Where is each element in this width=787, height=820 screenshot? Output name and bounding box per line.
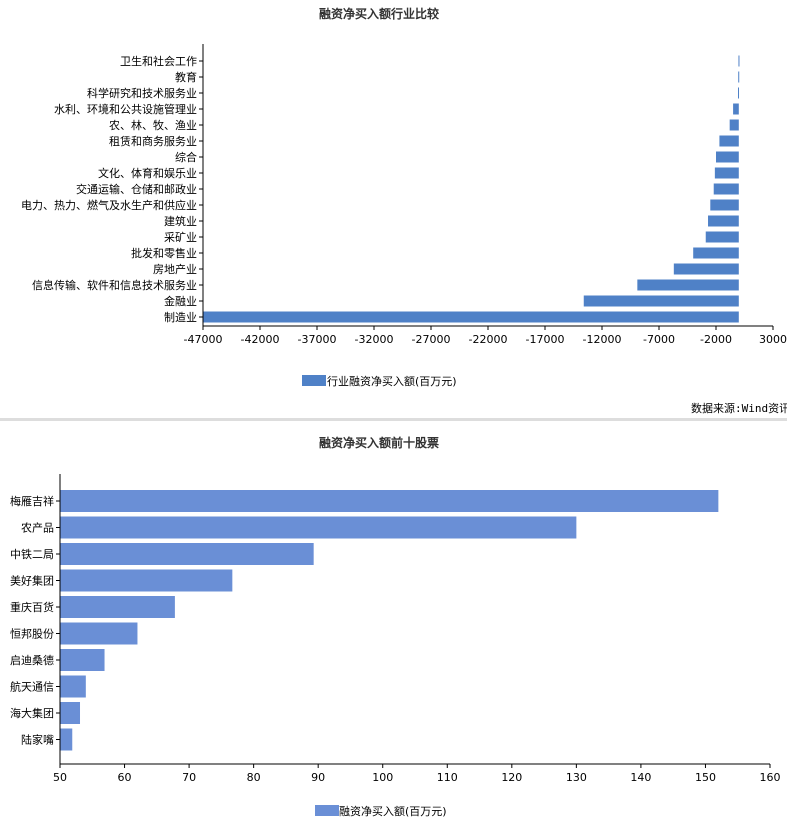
x-tick-label: -42000 <box>241 333 280 346</box>
category-label: 中铁二局 <box>10 548 54 561</box>
category-label: 建筑业 <box>164 214 197 228</box>
bar <box>60 728 73 751</box>
category-label: 农、林、牧、渔业 <box>109 118 197 132</box>
x-tick-label: 70 <box>182 771 196 784</box>
category-label: 启迪桑德 <box>10 653 54 667</box>
category-label: 航天通信 <box>10 680 54 694</box>
category-label: 梅雁吉祥 <box>10 494 54 508</box>
category-label: 重庆百货 <box>10 600 54 614</box>
category-label: 综合 <box>175 150 197 164</box>
category-label: 金融业 <box>164 294 197 308</box>
x-tick-label: 140 <box>630 771 651 784</box>
bar <box>738 87 740 99</box>
x-tick-label: -32000 <box>355 333 394 346</box>
category-label: 房地产业 <box>153 262 197 276</box>
bar <box>60 702 81 724</box>
x-tick-label: 60 <box>118 771 132 784</box>
category-label: 电力、热力、燃气及水生产和供应业 <box>21 198 197 212</box>
bar <box>714 167 739 179</box>
x-tick-label: -7000 <box>643 333 675 346</box>
bar <box>673 263 739 275</box>
category-label: 水利、环境和公共设施管理业 <box>54 102 197 116</box>
chart-title: 融资净买入额行业比较 <box>319 6 439 21</box>
x-tick-label: -22000 <box>469 333 508 346</box>
legend: 行业融资净买入额(百万元) <box>302 374 457 388</box>
x-tick-label: 160 <box>760 771 781 784</box>
category-label: 租赁和商务服务业 <box>109 134 197 148</box>
bar <box>60 516 577 539</box>
bar <box>60 675 86 698</box>
bar <box>716 151 739 163</box>
bar <box>60 649 105 671</box>
category-label: 制造业 <box>164 310 197 324</box>
industry-chart: 融资净买入额行业比较 卫生和社会工作教育科学研究和技术服务业水利、环境和公共设施… <box>21 6 787 415</box>
category-label: 卫生和社会工作 <box>120 54 197 68</box>
category-label: 陆家嘴 <box>21 733 54 747</box>
x-tick-label: 90 <box>311 771 325 784</box>
bar <box>705 231 739 243</box>
bar <box>738 55 740 67</box>
x-tick-label: 130 <box>566 771 587 784</box>
category-label: 科学研究和技术服务业 <box>87 86 197 100</box>
bar <box>60 622 138 645</box>
bar <box>729 119 739 131</box>
bar <box>710 199 739 211</box>
x-tick-label: 120 <box>501 771 522 784</box>
bar <box>733 103 739 115</box>
x-tick-label: 110 <box>437 771 458 784</box>
top-stocks-chart: 融资净买入额前十股票 梅雁吉祥农产品中铁二局美好集团重庆百货恒邦股份启迪桑德航天… <box>10 435 781 818</box>
bar <box>60 490 719 512</box>
section-divider <box>0 418 787 421</box>
x-tick-label: -27000 <box>412 333 451 346</box>
category-label: 教育 <box>175 70 197 84</box>
bar <box>60 569 233 592</box>
category-label: 恒邦股份 <box>10 628 54 641</box>
bar <box>719 135 739 147</box>
category-label: 海大集团 <box>10 706 54 720</box>
bar <box>738 71 740 83</box>
x-tick-label: 80 <box>247 771 261 784</box>
legend-swatch <box>302 375 326 386</box>
category-label: 批发和零售业 <box>131 246 197 260</box>
chart-title: 融资净买入额前十股票 <box>319 435 439 450</box>
legend: 融资净买入额(百万元) <box>315 804 447 818</box>
category-label: 农产品 <box>21 521 54 535</box>
source-note: 数据来源:Wind资讯 <box>691 401 787 415</box>
x-tick-label: -37000 <box>298 333 337 346</box>
category-label: 文化、体育和娱乐业 <box>98 166 197 180</box>
category-label: 采矿业 <box>164 231 197 244</box>
x-tick-label: -17000 <box>526 333 565 346</box>
category-label: 交通运输、仓储和邮政业 <box>76 182 197 196</box>
x-tick-label: -47000 <box>184 333 223 346</box>
bar <box>708 215 739 227</box>
bar <box>583 295 739 307</box>
bar <box>713 183 739 195</box>
legend-label: 融资净买入额(百万元) <box>339 804 447 818</box>
bar <box>203 311 739 323</box>
x-tick-label: 150 <box>695 771 716 784</box>
x-tick-label: 100 <box>372 771 393 784</box>
x-tick-label: -12000 <box>583 333 622 346</box>
category-label: 信息传输、软件和信息技术服务业 <box>32 278 197 292</box>
bar <box>60 543 314 565</box>
bar <box>693 247 739 259</box>
x-tick-label: 3000 <box>759 333 787 346</box>
bar <box>637 279 739 291</box>
x-tick-label: 50 <box>53 771 67 784</box>
category-label: 美好集团 <box>10 574 54 588</box>
bar <box>60 596 175 618</box>
legend-swatch <box>315 805 339 816</box>
x-tick-label: -2000 <box>700 333 732 346</box>
legend-label: 行业融资净买入额(百万元) <box>327 374 457 388</box>
